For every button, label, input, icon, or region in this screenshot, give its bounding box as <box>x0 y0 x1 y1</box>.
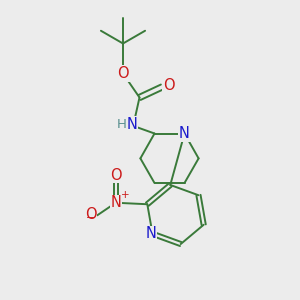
Text: +: + <box>121 190 130 200</box>
Text: O: O <box>117 66 129 81</box>
Text: N: N <box>126 117 137 132</box>
Text: N: N <box>110 195 121 210</box>
Text: H: H <box>117 118 127 131</box>
Text: −: − <box>86 213 95 223</box>
Text: N: N <box>179 126 190 141</box>
Text: O: O <box>85 207 96 222</box>
Text: O: O <box>110 168 122 183</box>
Text: O: O <box>163 78 174 93</box>
Text: N: N <box>146 226 157 241</box>
